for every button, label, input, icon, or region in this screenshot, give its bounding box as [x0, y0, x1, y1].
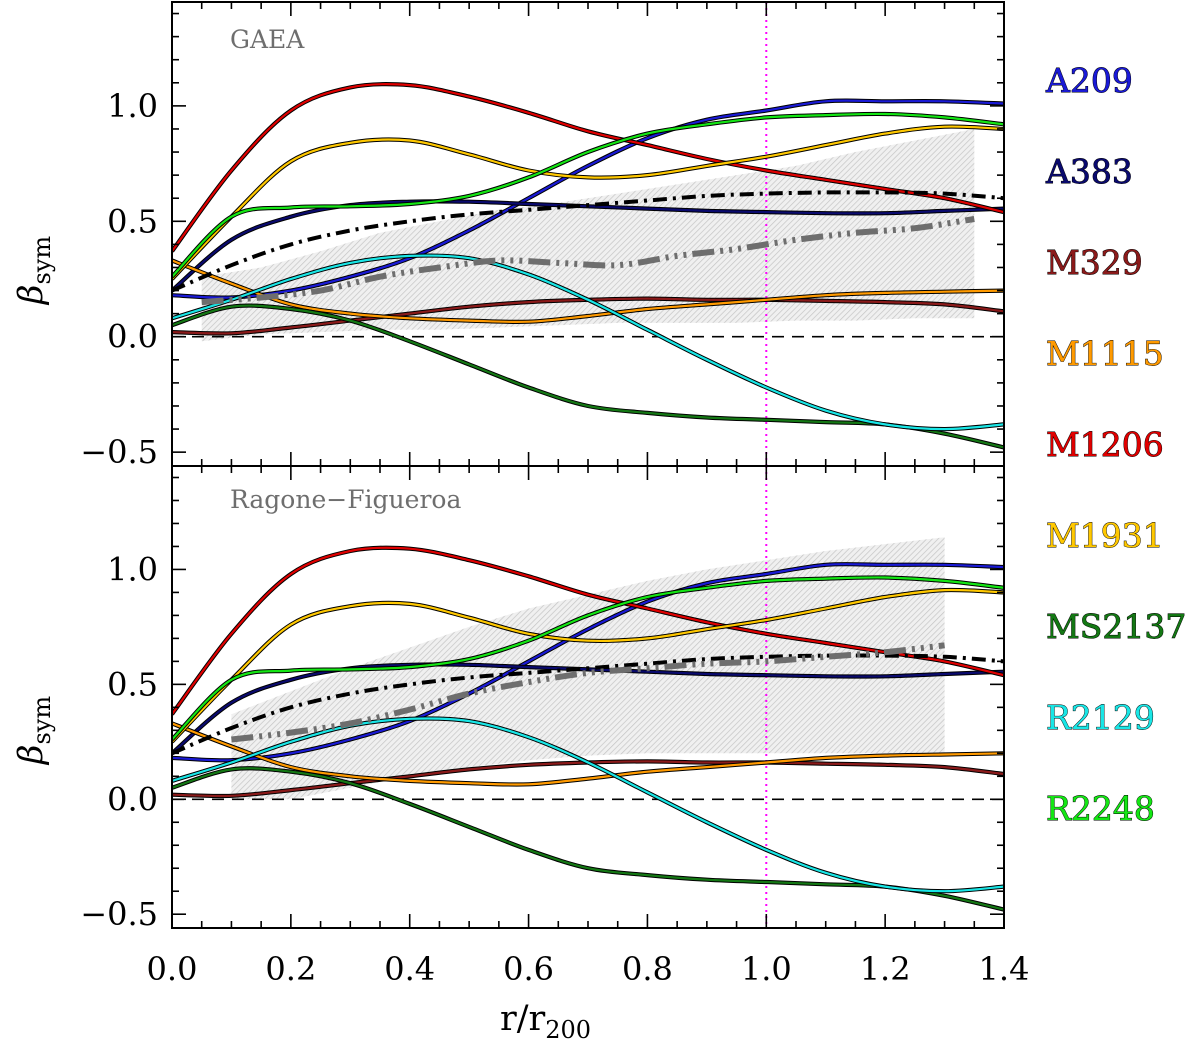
top-panel: GAEA: [172, 2, 1004, 466]
legend-item-r2248: R2248: [1046, 789, 1155, 828]
legend: A209 A383 M329 M1115 M1206 M1931 MS2137 R2129 R2…: [1045, 61, 1187, 829]
top-series-r2129: [172, 254, 1004, 431]
x-tick-label: 0.0: [147, 950, 198, 988]
top-plot-content: [172, 2, 1004, 466]
x-tick-label: 1.2: [860, 950, 911, 988]
x-tick-label: 1.0: [741, 950, 792, 988]
x-axis-title: r/r200: [500, 999, 591, 1040]
legend-item-m1931: M1931: [1046, 516, 1164, 555]
top-plot-area: [172, 2, 1004, 466]
top-simulation-median-line: [201, 216, 975, 306]
bottom-y-tick-label: 0.0: [107, 780, 158, 818]
top-median-dashdot-line: [172, 190, 1004, 293]
top-panel-title: GAEA: [230, 25, 305, 54]
bottom-y-axis-title: βsym: [11, 696, 56, 767]
x-axis-title-sub: 200: [545, 1016, 591, 1040]
x-tick-label: 0.8: [622, 950, 673, 988]
top-series-r2248: [172, 112, 1004, 278]
legend-item-a209: A209: [1045, 61, 1133, 100]
bottom-simulation-median-line: [231, 642, 945, 743]
bottom-y-tick-label: 1.0: [107, 550, 158, 588]
top-y-axis-title: βsym: [11, 236, 56, 307]
bottom-series-m1206: [172, 546, 1004, 715]
x-tick-label: 0.2: [265, 950, 316, 988]
bottom-y-tick-label: 0.5: [107, 665, 158, 703]
bottom-y-axis-title-sub: sym: [28, 696, 56, 745]
legend-item-m1115: M1115: [1046, 334, 1164, 373]
legend-item-ms2137: MS2137: [1046, 607, 1186, 646]
bottom-series-m1115: [172, 722, 1004, 786]
top-y-tick-label: 0.5: [107, 202, 158, 240]
x-axis-title-main: r/r: [500, 999, 546, 1039]
top-scatter-band: [201, 129, 975, 342]
bottom-panel: Ragone−Figueroa: [172, 466, 1004, 928]
x-tick-label: 0.4: [384, 950, 435, 988]
top-y-axis-title-main: β: [11, 284, 51, 306]
top-series-m1115: [172, 259, 1004, 324]
axes-layer: −0.5 0.0 0.5 1.0 −0.5 0.0 0.5 1.0 0.0 0.2 0.4 0.6 0.…: [80, 1, 1030, 988]
top-y-axis-title-sub: sym: [28, 236, 56, 285]
bottom-y-axis-title-main: β: [11, 744, 51, 766]
top-series-m1931: [172, 125, 1004, 280]
legend-item-m1206: M1206: [1046, 425, 1164, 464]
top-y-tick-label: 0.0: [107, 318, 158, 356]
x-tick-label: 1.4: [979, 950, 1030, 988]
top-y-tick-label: 1.0: [107, 87, 158, 125]
bottom-series-r2129: [172, 717, 1004, 893]
bottom-series-m1931: [172, 588, 1004, 743]
bottom-series-a209: [172, 563, 1004, 762]
bottom-plot-content: [172, 466, 1004, 928]
legend-item-r2129: R2129: [1046, 698, 1155, 737]
x-tick-label: 0.6: [503, 950, 554, 988]
legend-item-m329: M329: [1046, 243, 1143, 282]
top-series-m1206: [172, 82, 1004, 252]
legend-item-a383: A383: [1045, 152, 1133, 191]
bottom-y-tick-label: −0.5: [80, 895, 158, 933]
bottom-panel-title: Ragone−Figueroa: [230, 485, 461, 514]
bottom-series-r2248: [172, 576, 1004, 741]
top-y-tick-label: −0.5: [80, 433, 158, 471]
bottom-plot-area: [172, 466, 1004, 928]
top-series-a209: [172, 99, 1004, 299]
